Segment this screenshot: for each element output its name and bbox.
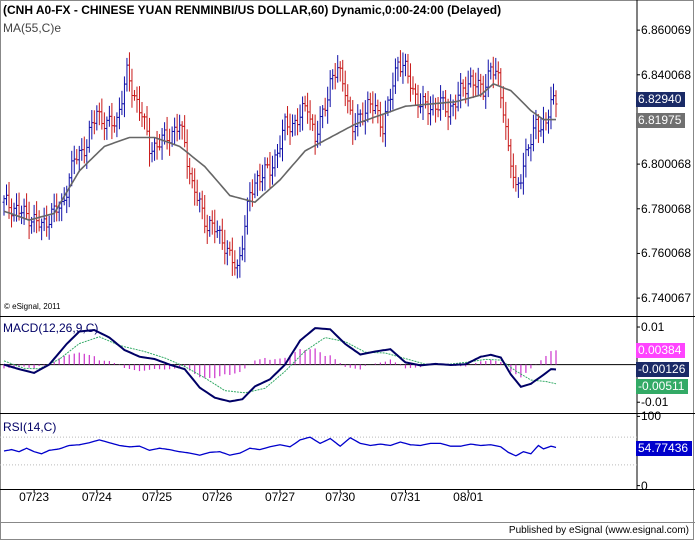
ma-line [3, 82, 556, 221]
rsi-tick-label: 100 [641, 409, 662, 424]
footer-credit: Published by eSignal (www.esignal.com) [508, 525, 689, 536]
price-tick-label: 6.760068 [641, 246, 692, 261]
price-panel-title: (CNH A0-FX - CHINESE YUAN RENMINBI/US DO… [3, 3, 502, 17]
rsi-line [3, 436, 557, 457]
histogram-value-tag: 0.00384 [636, 343, 686, 359]
copyright-label: © eSignal, 2011 [4, 302, 61, 311]
rsi-panel-title: RSI(14,C) [3, 420, 57, 434]
time-tick-label: 07/23 [19, 490, 50, 504]
last-price-tag: 6.82940 [636, 91, 686, 107]
macd-line [3, 327, 557, 403]
macd-panel-title: MACD(12,26,9,C) [3, 321, 99, 335]
macd-tick-label: -0.01 [641, 395, 669, 410]
ma-value-tag: 6.81975 [636, 113, 686, 129]
price-tick-label: 6.860069 [641, 23, 692, 38]
price-tick-label: 6.740067 [641, 291, 692, 306]
time-tick-label: 08/01 [453, 490, 484, 504]
time-tick-label: 07/24 [81, 490, 112, 504]
signal-line [3, 336, 557, 394]
price-tick-label: 6.840068 [641, 67, 692, 82]
signal-value-tag: -0.00511 [636, 378, 689, 394]
time-tick-label: 07/30 [325, 490, 356, 504]
rsi-value-tag: 54.77436 [636, 440, 693, 456]
time-tick-label: 07/31 [390, 490, 421, 504]
time-tick-label: 07/26 [202, 490, 233, 504]
macd-value-tag: -0.00126 [636, 362, 690, 378]
price-tick-label: 6.780068 [641, 201, 692, 216]
rsi-tick-label: 0 [641, 478, 648, 493]
ma-label: MA(55,C)e [3, 21, 62, 35]
time-tick-label: 07/27 [264, 490, 296, 504]
macd-tick-label: 0.01 [641, 320, 665, 335]
price-tick-label: 6.800068 [641, 157, 692, 172]
time-tick-label: 07/25 [142, 490, 173, 504]
